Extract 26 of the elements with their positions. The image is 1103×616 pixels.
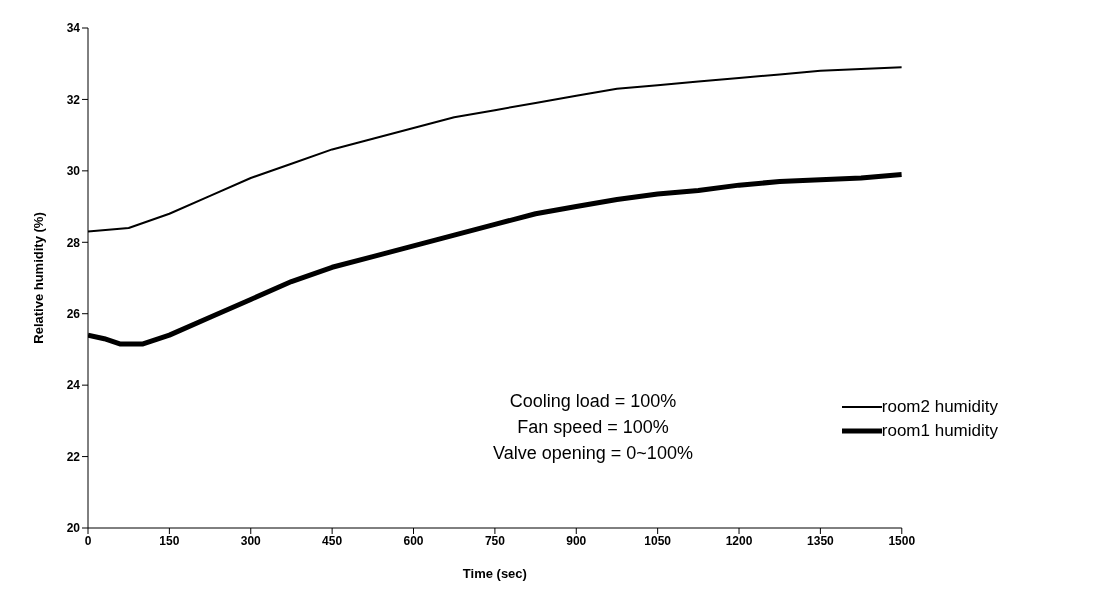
y-tick-label: 30 xyxy=(66,164,81,179)
y-tick-label: 34 xyxy=(66,21,81,36)
x-tick-label: 300 xyxy=(240,533,262,548)
annotation: Valve opening = 0~100% xyxy=(492,442,694,465)
x-tick-label: 1050 xyxy=(644,533,672,548)
annotation: Cooling load = 100% xyxy=(508,390,678,413)
y-tick-label: 32 xyxy=(66,92,81,107)
x-tick-label: 1500 xyxy=(888,533,916,548)
x-tick-label: 750 xyxy=(484,533,506,548)
y-tick-label: 28 xyxy=(66,235,81,250)
y-tick-label: 24 xyxy=(66,378,81,393)
x-tick-label: 1350 xyxy=(807,533,835,548)
x-tick-label: 1200 xyxy=(725,533,753,548)
legend-label: room1 humidity xyxy=(881,421,998,441)
x-tick-label: 450 xyxy=(322,533,343,548)
y-tick-label: 26 xyxy=(66,306,81,321)
x-tick-label: 0 xyxy=(84,533,92,548)
x-tick-label: 600 xyxy=(403,533,424,548)
x-tick-label: 900 xyxy=(566,533,587,548)
y-tick-label: 22 xyxy=(66,449,81,464)
legend-label: room2 humidity xyxy=(881,397,998,417)
y-tick-label: 20 xyxy=(66,521,81,536)
x-tick-label: 150 xyxy=(159,533,180,548)
x-axis-title: Time (sec) xyxy=(462,566,527,581)
annotation: Fan speed = 100% xyxy=(516,416,670,439)
y-axis-title: Relative humidity (%) xyxy=(30,212,46,344)
